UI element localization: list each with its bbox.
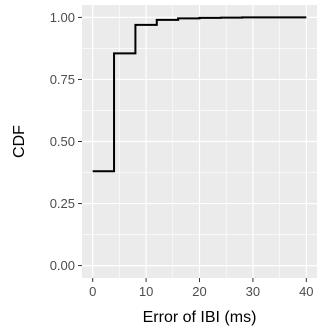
x-tick-label: 20 xyxy=(192,284,206,299)
cdf-step-line xyxy=(92,16,307,173)
x-tick-label: 40 xyxy=(299,284,313,299)
y-axis: 0.00 0.25 0.50 0.75 1.00 xyxy=(50,10,82,273)
y-tick-label: 1.00 xyxy=(50,10,75,25)
major-gridlines xyxy=(82,5,317,278)
x-tick-label: 30 xyxy=(246,284,260,299)
y-axis-title: CDF xyxy=(11,125,28,158)
x-tick-label: 0 xyxy=(89,284,96,299)
x-axis-title: Error of IBI (ms) xyxy=(143,309,257,326)
x-tick-label: 10 xyxy=(139,284,153,299)
x-axis: 0 10 20 30 40 xyxy=(89,278,314,299)
y-tick-label: 0.50 xyxy=(50,134,75,149)
data-series xyxy=(92,16,307,173)
y-tick-label: 0.00 xyxy=(50,258,75,273)
y-tick-label: 0.75 xyxy=(50,72,75,87)
y-tick-label: 0.25 xyxy=(50,196,75,211)
